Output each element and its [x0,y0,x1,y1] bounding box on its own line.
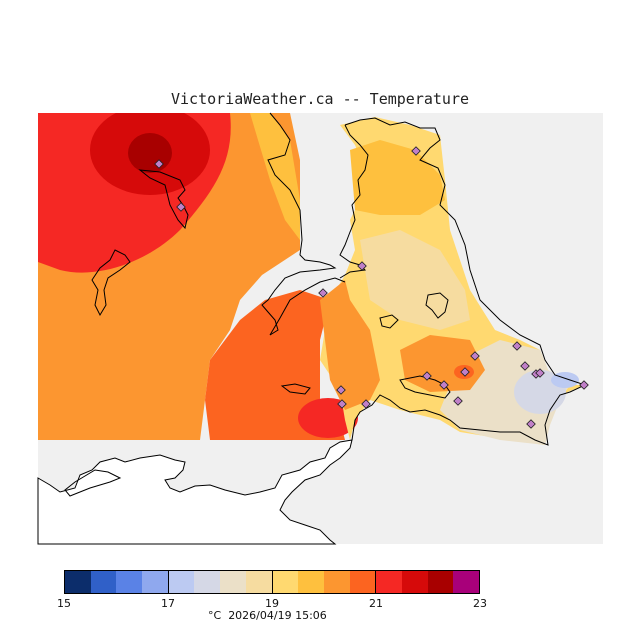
station-marker[interactable] [176,202,186,212]
coastline-lake-east-2 [379,314,399,329]
station-marker[interactable] [411,146,421,156]
station-marker[interactable] [336,385,346,395]
station-marker[interactable] [453,396,463,406]
legend-swatch [194,571,221,593]
legend-tick-21: 21 [369,597,383,610]
coastline-west-south [269,277,346,336]
units-label: °C [208,609,222,622]
temperature-zone-east-light [360,230,470,330]
coastline-island-south [280,383,311,395]
legend-swatch [323,571,350,593]
station-marker[interactable] [337,399,347,409]
coastline-lake-west [91,249,131,317]
legend-swatch [376,571,402,593]
legend-swatch [116,571,143,593]
temperature-zone-east-orange [320,280,380,410]
station-marker[interactable] [361,399,371,409]
station-marker[interactable] [422,371,432,381]
station-marker[interactable] [512,341,522,351]
legend-swatch [90,571,117,593]
legend-swatch [168,571,195,593]
station-marker[interactable] [579,380,589,390]
legend-swatch [298,571,324,593]
coastline-south-inlet [64,469,122,497]
station-marker[interactable] [470,351,480,361]
station-marker[interactable] [526,419,536,429]
coastline-lake-east [425,292,449,319]
coastline-inlet-north [138,169,189,230]
station-marker[interactable] [439,380,449,390]
legend-tick-19: 19 [265,597,279,610]
legend-swatch [245,571,273,593]
color-legend [64,570,480,594]
map-title: VictoriaWeather.ca -- Temperature [170,90,469,108]
station-marker[interactable] [318,288,328,298]
station-markers [154,146,589,429]
land-south-no-data [37,439,353,545]
station-marker[interactable] [154,159,164,169]
legend-tick-15: 15 [57,597,71,610]
legend-tick-23: 23 [473,597,487,610]
coastline-east [344,117,587,446]
legend-swatch [272,571,299,593]
legend-swatch [349,571,377,593]
station-marker[interactable] [357,261,367,271]
station-marker[interactable] [535,368,545,378]
legend-swatch [220,571,246,593]
legend-swatch [142,571,169,593]
timestamp-label: 2026/04/19 15:06 [228,609,327,622]
temperature-map[interactable] [0,0,640,560]
station-marker[interactable] [460,367,470,377]
units-and-timestamp: °C 2026/04/19 15:06 [208,609,327,622]
legend-swatch [427,571,454,593]
legend-swatch [65,571,91,593]
coastline-west [261,112,337,336]
legend-tick-17: 17 [161,597,175,610]
legend-swatch [401,571,428,593]
legend-swatch [453,571,479,593]
temperature-zone-hot-peak [128,133,172,173]
station-marker[interactable] [520,361,530,371]
temperature-zone-west-edge [250,113,300,240]
